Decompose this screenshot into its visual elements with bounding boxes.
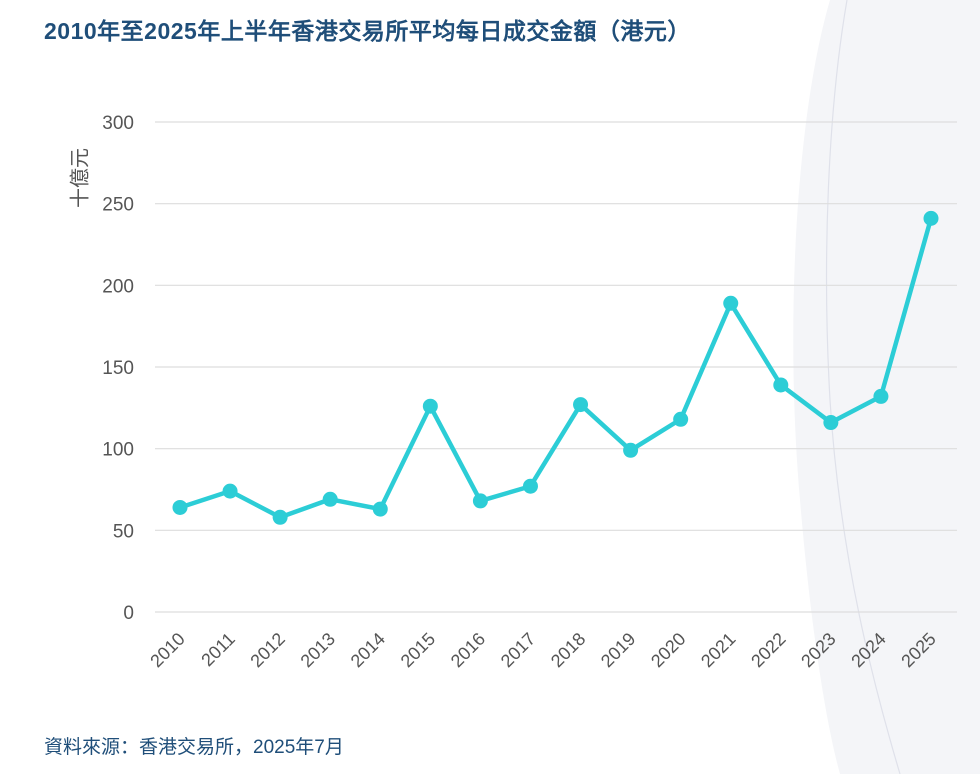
data-point (773, 377, 789, 393)
data-point (573, 397, 589, 413)
x-tick-label: 2025 (897, 629, 939, 671)
data-point (472, 493, 488, 509)
data-point (923, 210, 939, 226)
series-line (179, 217, 934, 520)
y-tick-label: 150 (102, 358, 134, 379)
x-tick-label: 2020 (647, 629, 689, 671)
y-tick-label: 300 (102, 113, 134, 134)
data-point (172, 499, 188, 515)
y-tick-label: 200 (102, 276, 134, 297)
data-point (372, 501, 388, 517)
x-tick-label: 2016 (447, 629, 489, 671)
y-tick-label: 250 (102, 195, 134, 216)
x-tick-label: 2022 (747, 629, 789, 671)
x-tick-label: 2021 (697, 629, 739, 671)
x-tick-label: 2011 (197, 629, 239, 671)
background-curve (793, 0, 980, 774)
y-axis-label: 十億元 (69, 148, 92, 208)
data-point (623, 442, 639, 458)
x-tick-label: 2018 (547, 629, 589, 671)
data-point (873, 388, 889, 404)
y-tick-label: 100 (102, 440, 134, 461)
x-tick-label: 2012 (247, 629, 289, 671)
y-tick-label: 50 (113, 521, 134, 542)
data-point (322, 491, 338, 507)
x-tick-label: 2024 (847, 629, 889, 671)
data-point (422, 398, 438, 414)
x-tick-label: 2013 (297, 629, 339, 671)
source-note: 資料來源：香港交易所，2025年7月 (44, 737, 344, 758)
data-point (723, 295, 739, 311)
data-point (673, 411, 689, 427)
background-arc-line (825, 0, 901, 774)
data-point (522, 478, 538, 494)
x-tick-label: 2023 (797, 629, 839, 671)
x-tick-label: 2010 (146, 629, 188, 671)
data-point (272, 509, 288, 525)
chart-title: 2010年至2025年上半年香港交易所平均每日成交金額（港元） (44, 18, 691, 44)
y-tick-label: 0 (123, 603, 134, 624)
x-tick-label: 2015 (397, 629, 439, 671)
x-tick-label: 2014 (347, 629, 389, 671)
x-tick-label: 2017 (497, 629, 539, 671)
x-tick-label: 2019 (597, 629, 639, 671)
data-point (222, 483, 238, 499)
data-point (823, 415, 839, 431)
